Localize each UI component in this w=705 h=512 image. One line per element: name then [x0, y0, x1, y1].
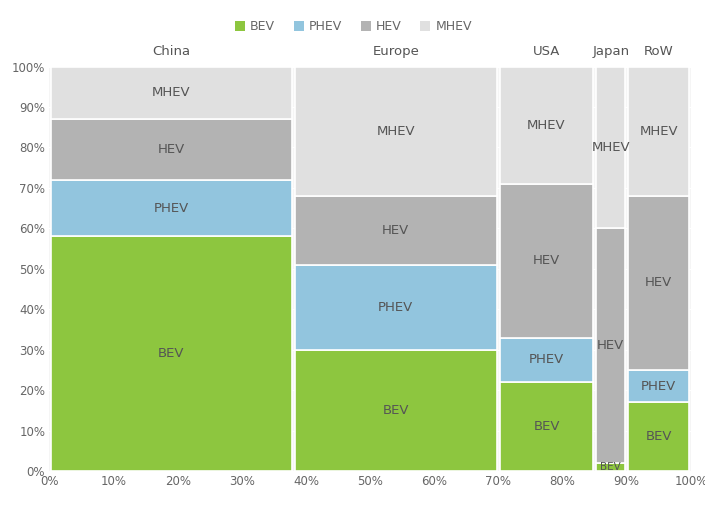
Legend: BEV, PHEV, HEV, MHEV: BEV, PHEV, HEV, MHEV: [235, 20, 472, 33]
Bar: [51, 119, 292, 180]
Text: BEV: BEV: [601, 462, 621, 472]
Bar: [295, 196, 497, 265]
Bar: [51, 180, 292, 237]
Bar: [295, 265, 497, 350]
Bar: [51, 237, 292, 471]
Text: MHEV: MHEV: [639, 125, 678, 138]
Text: Europe: Europe: [372, 46, 419, 58]
Bar: [628, 196, 689, 370]
Bar: [628, 67, 689, 196]
Text: MHEV: MHEV: [591, 141, 630, 154]
Text: PHEV: PHEV: [642, 379, 677, 393]
Bar: [628, 370, 689, 402]
Bar: [500, 67, 593, 184]
Bar: [596, 67, 625, 228]
Text: PHEV: PHEV: [378, 301, 413, 314]
Bar: [295, 350, 497, 471]
Bar: [500, 337, 593, 382]
Text: BEV: BEV: [158, 347, 185, 360]
Bar: [596, 228, 625, 463]
Bar: [500, 184, 593, 337]
Text: MHEV: MHEV: [376, 125, 415, 138]
Text: BEV: BEV: [383, 404, 409, 417]
Text: PHEV: PHEV: [529, 353, 564, 366]
Bar: [628, 402, 689, 471]
Text: HEV: HEV: [533, 254, 560, 267]
Bar: [500, 382, 593, 471]
Text: Japan: Japan: [592, 46, 630, 58]
Text: HEV: HEV: [158, 143, 185, 156]
Text: BEV: BEV: [533, 420, 560, 433]
Text: China: China: [152, 46, 190, 58]
Bar: [51, 67, 292, 119]
Text: PHEV: PHEV: [154, 202, 189, 215]
Text: MHEV: MHEV: [152, 87, 190, 99]
Text: MHEV: MHEV: [527, 119, 566, 132]
Text: HEV: HEV: [645, 276, 673, 289]
Text: HEV: HEV: [382, 224, 410, 237]
Text: HEV: HEV: [597, 339, 625, 352]
Text: BEV: BEV: [646, 430, 672, 443]
Bar: [596, 463, 625, 471]
Text: RoW: RoW: [644, 46, 674, 58]
Text: USA: USA: [533, 46, 560, 58]
Bar: [295, 67, 497, 196]
